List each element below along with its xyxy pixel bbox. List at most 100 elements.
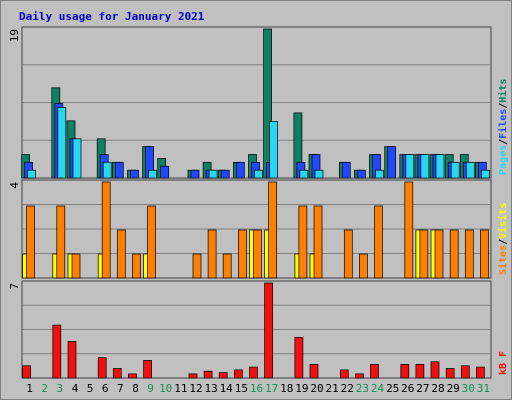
bar-sites-day-19	[298, 205, 308, 279]
bar-sites-day-15	[238, 229, 247, 279]
bar-files-day-14	[220, 169, 230, 179]
bar-sites-day-1	[26, 205, 35, 279]
x-tick-label-day-23: 23	[356, 382, 369, 395]
x-tick-label-day-13: 13	[204, 382, 217, 395]
bar-pages-day-17	[269, 121, 278, 179]
bar-kb-f-day-27	[415, 364, 425, 379]
bar-pages-day-9	[148, 169, 157, 179]
bar-files-day-23	[357, 169, 366, 179]
x-tick-label-day-27: 27	[416, 382, 429, 395]
bar-sites-day-16	[253, 229, 262, 279]
bar-sites-day-24	[374, 205, 383, 279]
bar-kb-f-day-13	[203, 370, 213, 379]
x-tick-label-day-18: 18	[280, 382, 293, 395]
bar-sites-day-31	[480, 229, 489, 279]
bar-kb-f-day-4	[67, 341, 77, 379]
legend-item: Sites	[497, 245, 509, 275]
x-tick-label-day-26: 26	[401, 382, 414, 395]
bar-sites-day-14	[222, 253, 232, 279]
legend-item: /	[498, 239, 509, 245]
x-tick-label-day-22: 22	[341, 382, 354, 395]
x-tick-label-day-6: 6	[102, 382, 109, 395]
bar-sites-day-12	[192, 253, 202, 279]
bar-sites-day-20	[313, 205, 323, 279]
bar-files-day-10	[160, 165, 170, 179]
chart-title: Daily usage for January 2021	[19, 10, 205, 23]
bar-kb-f-day-7	[112, 368, 122, 379]
x-tick-label-day-25: 25	[386, 382, 399, 395]
bar-files-day-7	[114, 161, 124, 179]
bar-kb-f-day-16	[249, 366, 258, 379]
bar-kb-f-day-3	[52, 324, 62, 379]
bar-kb-f-day-1	[22, 365, 31, 379]
bar-kb-f-day-20	[309, 364, 319, 379]
x-tick-label-day-5: 5	[87, 382, 94, 395]
x-tick-label-day-20: 20	[310, 382, 323, 395]
bar-sites-day-23	[359, 253, 368, 279]
x-tick-label-day-3: 3	[56, 382, 63, 395]
bar-kb-f-day-31	[476, 366, 485, 379]
bar-kb-f-day-22	[339, 369, 349, 379]
bar-pages-day-26	[405, 154, 415, 179]
bar-kb-f-day-19	[294, 336, 304, 379]
bar-sites-day-13	[207, 229, 217, 279]
x-tick-label-day-1: 1	[26, 382, 33, 395]
bar-files-day-25	[387, 146, 397, 179]
x-tick-label-day-14: 14	[220, 382, 234, 395]
bar-pages-day-1	[27, 169, 36, 179]
x-tick-label-day-17: 17	[265, 382, 278, 395]
y-max-label: 19	[8, 29, 21, 42]
bar-kb-f-day-28	[430, 361, 440, 379]
bar-kb-f-day-30	[460, 365, 470, 379]
y-max-label: 4	[8, 182, 21, 189]
legend-item: Hits	[497, 79, 509, 103]
bar-pages-day-28	[435, 154, 445, 179]
bar-kb-f-day-24	[370, 364, 379, 379]
bar-sites-day-7	[116, 229, 126, 279]
legend-item: Visits	[497, 203, 509, 239]
bar-sites-day-28	[434, 229, 444, 279]
bar-pages-day-31	[481, 169, 490, 179]
bar-sites-day-9	[147, 205, 156, 279]
legend-hits-files-pages: Pages/Files/Hits	[497, 79, 509, 175]
bar-pages-day-24	[375, 169, 384, 179]
legend-item: Pages	[498, 145, 509, 175]
y-max-label: 7	[8, 283, 21, 290]
x-tick-label-day-4: 4	[72, 382, 79, 395]
bar-kb-f-day-15	[234, 369, 243, 379]
x-tick-label-day-28: 28	[431, 382, 444, 395]
bar-pages-day-30	[465, 161, 475, 179]
bar-files-day-22	[341, 161, 351, 179]
bar-pages-day-27	[420, 154, 430, 179]
bar-kb-f-day-12	[188, 373, 198, 379]
x-tick-label-day-19: 19	[295, 382, 308, 395]
bar-pages-day-13	[208, 169, 218, 179]
x-tick-label-day-29: 29	[447, 382, 460, 395]
bar-files-day-12	[190, 169, 200, 179]
bar-pages-day-3	[57, 107, 67, 179]
bar-kb-f-day-6	[97, 357, 107, 379]
panel-sites-visits: 4 Sites/Visits	[8, 179, 509, 279]
bar-sites-day-30	[464, 229, 474, 279]
legend-item: Files	[497, 109, 509, 139]
bar-sites-day-6	[101, 181, 111, 279]
bar-kb-f-day-9	[143, 360, 152, 379]
x-tick-label-day-8: 8	[132, 382, 139, 395]
x-tick-label-day-7: 7	[117, 382, 124, 395]
bar-sites-day-26	[404, 181, 414, 279]
x-tick-label-day-30: 30	[462, 382, 475, 395]
x-tick-label-day-21: 21	[325, 382, 338, 395]
x-tick-label-day-11: 11	[174, 382, 187, 395]
legend-kbytes: kB F	[498, 351, 509, 375]
bar-sites-day-3	[56, 205, 66, 279]
legend-item: /	[498, 139, 509, 145]
bar-sites-day-29	[449, 229, 459, 279]
x-tick-label-day-16: 16	[250, 382, 263, 395]
bar-kb-f-day-17	[264, 282, 273, 379]
bar-sites-day-8	[132, 253, 141, 279]
bar-sites-day-22	[343, 229, 353, 279]
bar-kb-f-day-29	[445, 368, 455, 379]
